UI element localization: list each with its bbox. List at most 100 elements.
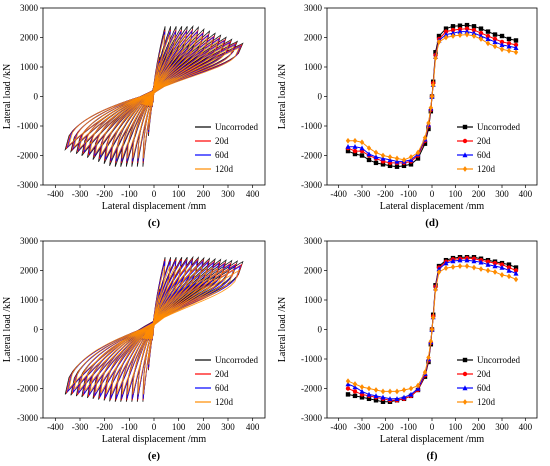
- legend-label: 60d: [215, 383, 229, 393]
- legend: Uncorroded 20d 60d 120d: [457, 355, 520, 407]
- data-point: [380, 388, 386, 395]
- legend: Uncorroded 20d 60d 120d: [195, 122, 258, 174]
- data-point: [478, 26, 484, 31]
- data-point: [485, 259, 491, 264]
- y-tick-label: -3000: [301, 413, 322, 423]
- y-tick-label: -2000: [17, 151, 38, 161]
- y-tick-label: 0: [34, 92, 39, 102]
- legend-label: 20d: [215, 369, 229, 379]
- data-point: [485, 40, 491, 47]
- legend: Uncorroded 20d 60d 120d: [457, 122, 520, 174]
- y-tick-label: -3000: [17, 180, 38, 190]
- data-point: [415, 156, 421, 161]
- data-point: [443, 265, 449, 272]
- x-tick-label: -200: [96, 189, 113, 199]
- legend-label: 60d: [477, 383, 491, 393]
- hysteresis-loop: [78, 43, 230, 150]
- data-point: [464, 28, 470, 34]
- data-point: [422, 141, 428, 146]
- data-point: [464, 22, 470, 28]
- x-tick-label: 200: [472, 189, 486, 199]
- x-tick-label: -400: [330, 189, 347, 199]
- x-tick-label: 300: [221, 422, 235, 432]
- x-axis-title: Lateral displacement /mm: [380, 434, 485, 445]
- y-tick-label: -1000: [301, 121, 322, 131]
- data-point: [513, 270, 519, 276]
- hysteresis-chart-e: -400 -300 -200 -100 0 100 200 300 400-3000-2000-…: [2, 236, 266, 462]
- hysteresis-loop: [84, 267, 224, 391]
- skeleton-series-120d: [345, 31, 519, 163]
- y-tick-label: -1000: [17, 121, 38, 131]
- data-point: [352, 389, 358, 394]
- x-tick-label: -400: [330, 422, 347, 432]
- data-point: [492, 43, 498, 50]
- data-point: [513, 265, 519, 270]
- data-point: [457, 32, 463, 39]
- legend-label: Uncorroded: [477, 355, 520, 365]
- hysteresis-loop: [127, 265, 181, 395]
- legend-marker: [462, 138, 468, 144]
- data-point: [352, 151, 358, 157]
- legend-label: 60d: [477, 150, 491, 160]
- panel-f: -400 -300 -200 -100 0 100 200 300 400 -3000 -2000-…: [275, 233, 550, 466]
- legend-marker: [462, 152, 468, 158]
- x-tick-label: 100: [172, 422, 186, 432]
- y-axis-title: Lateral load /kN: [277, 64, 288, 130]
- data-point: [345, 148, 351, 154]
- y-tick-label: -2000: [17, 384, 38, 394]
- x-tick-label: 400: [246, 422, 260, 432]
- data-point: [457, 23, 463, 28]
- data-point: [345, 143, 351, 149]
- data-point: [443, 29, 449, 34]
- data-point: [436, 33, 442, 39]
- data-point: [457, 257, 463, 263]
- x-tick-label: -200: [377, 422, 394, 432]
- hysteresis-loop: [137, 34, 171, 159]
- data-point: [464, 31, 470, 38]
- x-tick-label: 100: [172, 189, 186, 199]
- hysteresis-loop: [127, 34, 181, 159]
- x-axis-title: Lateral displacement /mm: [102, 201, 207, 212]
- y-tick-label: -3000: [301, 180, 322, 190]
- data-point: [408, 154, 414, 160]
- data-point: [450, 33, 456, 39]
- hysteresis-loop: [73, 269, 235, 390]
- data-point: [471, 33, 477, 39]
- data-point: [464, 263, 470, 269]
- data-point: [492, 263, 498, 269]
- x-tick-label: 100: [449, 422, 463, 432]
- hysteresis-loop: [68, 269, 240, 390]
- data-point: [345, 137, 351, 144]
- data-point: [492, 260, 498, 266]
- data-point: [471, 24, 477, 29]
- x-tick-label: 200: [197, 189, 211, 199]
- x-tick-label: 0: [430, 422, 435, 432]
- data-point: [380, 162, 386, 167]
- data-point: [492, 36, 498, 42]
- x-axis-title: Lateral displacement /mm: [102, 434, 207, 445]
- y-axis-title: Lateral load /kN: [2, 297, 13, 363]
- data-point: [492, 32, 498, 37]
- data-point: [394, 155, 400, 162]
- y-tick-label: 1000: [304, 295, 323, 305]
- data-point: [430, 82, 436, 89]
- legend-label: 20d: [215, 136, 229, 146]
- data-point: [373, 149, 379, 156]
- data-point: [373, 398, 379, 403]
- hysteresis-loop: [121, 264, 187, 395]
- x-tick-label: 200: [197, 422, 211, 432]
- hysteresis-loop: [137, 265, 171, 395]
- data-point: [443, 260, 449, 266]
- data-point: [506, 41, 512, 46]
- hysteresis-loop: [116, 264, 192, 395]
- data-point: [387, 396, 393, 402]
- data-point: [394, 164, 400, 169]
- legend-label: 120d: [477, 164, 496, 174]
- x-tick-label: -300: [354, 189, 371, 199]
- data-point: [436, 269, 442, 275]
- data-point: [359, 388, 365, 394]
- data-point: [422, 369, 428, 376]
- y-tick-label: 1000: [20, 62, 39, 72]
- data-point: [426, 126, 431, 132]
- data-point: [478, 33, 484, 39]
